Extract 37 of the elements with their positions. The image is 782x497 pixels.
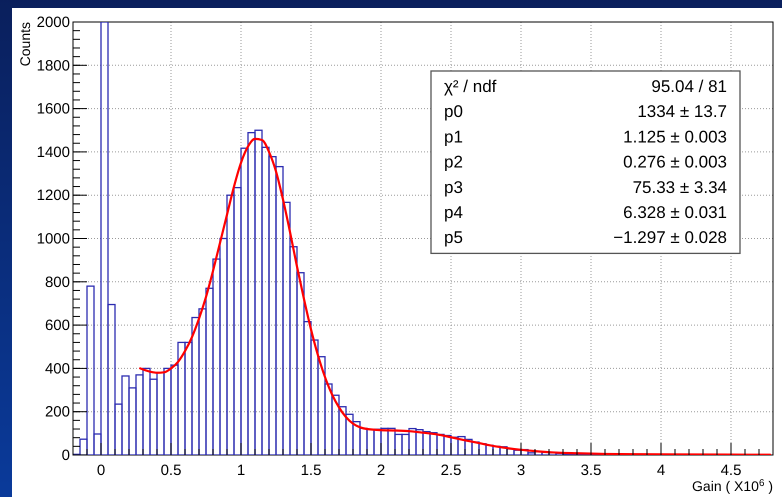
annotation: 1334 ± 13.7	[637, 102, 727, 122]
y-tick-label: 1600	[36, 100, 70, 118]
x-tick-label: 2.5	[440, 462, 462, 479]
annotation: 95.04 / 81	[651, 77, 727, 96]
x-tick-label: 4.5	[720, 462, 742, 479]
annotation: 1.125 ± 0.003	[623, 127, 727, 146]
annotation: −1.297 ± 0.028	[613, 228, 727, 248]
x-tick-label: 0	[96, 462, 106, 479]
y-tick-label: 1400	[36, 144, 70, 161]
annotation: 75.33 ± 3.34	[632, 178, 727, 197]
y-tick-label: 1000	[36, 230, 70, 248]
y-axis-title: Counts	[17, 22, 33, 66]
x-tick-label: 1	[236, 462, 246, 479]
y-tick-label: 600	[44, 317, 70, 334]
y-tick-label: 0	[62, 447, 70, 464]
x-tick-label: 4	[656, 462, 666, 479]
y-tick-label: 800	[44, 274, 70, 291]
y-tick-label: 1800	[36, 57, 70, 74]
annotation: p3	[444, 178, 463, 197]
x-tick-label: 1.5	[300, 462, 322, 479]
y-tick-label: 2000	[36, 14, 70, 31]
annotation: χ² / ndf	[444, 77, 497, 96]
annotation: p5	[444, 228, 463, 248]
annotation: p2	[444, 152, 463, 172]
annotation: 0.276 ± 0.003	[623, 152, 727, 172]
annotation: 6.328 ± 0.031	[623, 203, 727, 222]
annotation: p1	[444, 127, 463, 146]
x-tick-label: 3	[516, 462, 526, 479]
y-tick-label: 400	[44, 360, 70, 378]
x-axis-title: Gain ( X10$^{6}$ )	[692, 478, 773, 494]
y-tick-label: 1200	[36, 187, 70, 204]
x-tick-label: 0.5	[160, 462, 182, 479]
x-tick-label: 3.5	[580, 462, 602, 479]
y-tick-label: 200	[44, 404, 70, 421]
annotation: p0	[444, 102, 463, 122]
annotation: p4	[444, 203, 463, 222]
x-tick-label: 2	[376, 462, 386, 479]
